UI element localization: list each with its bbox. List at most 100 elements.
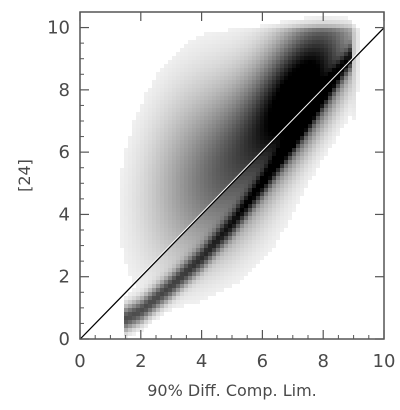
density-cell <box>188 200 192 204</box>
density-cell <box>140 300 144 304</box>
density-cell <box>188 72 192 76</box>
density-cell <box>120 236 124 240</box>
density-cell <box>148 232 152 236</box>
density-cell <box>264 160 268 164</box>
density-cell <box>124 228 128 232</box>
density-cell <box>224 172 228 176</box>
density-cell <box>212 216 216 220</box>
density-cell <box>164 276 168 280</box>
density-cell <box>216 212 220 216</box>
density-cell <box>284 52 288 56</box>
density-cell <box>276 232 280 236</box>
density-cell <box>148 148 152 152</box>
density-cell <box>124 188 128 192</box>
density-cell <box>196 124 200 128</box>
density-cell <box>260 176 264 180</box>
density-cell <box>312 108 316 112</box>
density-cell <box>312 136 316 140</box>
density-cell <box>264 76 268 80</box>
density-cell <box>300 32 304 36</box>
density-cell <box>200 160 204 164</box>
density-cell <box>152 132 156 136</box>
density-cell <box>164 164 168 168</box>
density-cell <box>212 196 216 200</box>
density-cell <box>176 200 180 204</box>
density-cell <box>328 144 332 148</box>
density-cell <box>284 168 288 172</box>
density-cell <box>344 80 348 84</box>
density-cell <box>236 72 240 76</box>
density-cell <box>356 56 360 60</box>
density-cell <box>264 252 268 256</box>
density-cell <box>260 40 264 44</box>
density-cell <box>124 160 128 164</box>
density-cell <box>220 156 224 160</box>
density-cell <box>292 160 296 164</box>
density-cell <box>276 220 280 224</box>
density-cell <box>308 44 312 48</box>
density-cell <box>304 172 308 176</box>
density-cell <box>244 112 248 116</box>
density-cell <box>180 148 184 152</box>
density-cell <box>312 68 316 72</box>
density-cell <box>316 84 320 88</box>
density-cell <box>352 108 356 112</box>
density-cell <box>196 132 200 136</box>
density-cell <box>320 48 324 52</box>
density-cell <box>256 36 260 40</box>
density-cell <box>280 76 284 80</box>
density-cell <box>224 168 228 172</box>
density-cell <box>264 48 268 52</box>
density-cell <box>212 68 216 72</box>
density-cell <box>132 200 136 204</box>
density-cell <box>236 244 240 248</box>
density-cell <box>200 128 204 132</box>
density-cell <box>160 180 164 184</box>
density-cell <box>280 100 284 104</box>
density-cell <box>152 140 156 144</box>
density-cell <box>352 52 356 56</box>
density-cell <box>300 188 304 192</box>
density-cell <box>204 40 208 44</box>
density-cell <box>196 108 200 112</box>
density-cell <box>288 72 292 76</box>
density-cell <box>184 196 188 200</box>
density-cell <box>144 256 148 260</box>
density-cell <box>136 296 140 300</box>
density-cell <box>152 104 156 108</box>
density-cell <box>184 128 188 132</box>
density-cell <box>308 52 312 56</box>
density-cell <box>312 48 316 52</box>
density-cell <box>272 64 276 68</box>
density-cell <box>248 136 252 140</box>
density-cell <box>272 112 276 116</box>
density-cell <box>212 264 216 268</box>
density-cell <box>272 208 276 212</box>
density-cell <box>304 16 308 20</box>
density-cell <box>240 224 244 228</box>
density-cell <box>244 232 248 236</box>
density-cell <box>180 216 184 220</box>
density-cell <box>272 88 276 92</box>
density-cell <box>268 192 272 196</box>
density-cell <box>184 52 188 56</box>
density-cell <box>132 292 136 296</box>
density-cell <box>192 128 196 132</box>
density-cell <box>144 304 148 308</box>
density-cell <box>228 168 232 172</box>
density-cell <box>276 100 280 104</box>
density-cell <box>236 68 240 72</box>
density-cell <box>200 40 204 44</box>
density-cell <box>188 92 192 96</box>
density-cell <box>280 216 284 220</box>
density-cell <box>296 168 300 172</box>
density-cell <box>276 80 280 84</box>
density-cell <box>196 196 200 200</box>
density-cell <box>192 232 196 236</box>
density-cell <box>180 260 184 264</box>
density-cell <box>188 112 192 116</box>
density-cell <box>164 300 168 304</box>
density-cell <box>196 232 200 236</box>
density-cell <box>232 140 236 144</box>
density-cell <box>252 244 256 248</box>
